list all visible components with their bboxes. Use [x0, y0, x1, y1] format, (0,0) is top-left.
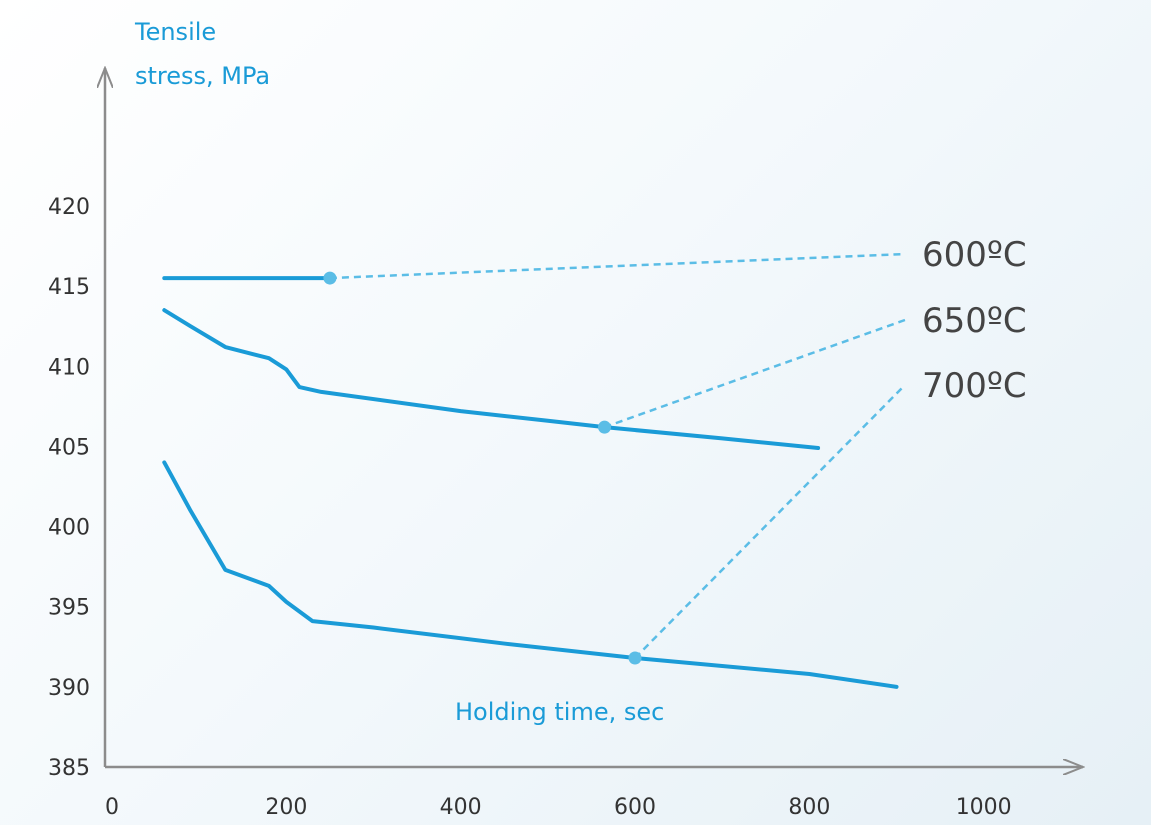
y-tick-label: 390	[48, 676, 90, 701]
series-line-2	[162, 308, 821, 451]
leader-line-3	[634, 384, 906, 659]
x-tick-label: 1000	[956, 795, 1012, 820]
x-tick-label: 400	[440, 795, 482, 820]
y-tick-label: 420	[48, 195, 90, 220]
x-axis-title: Holding time, sec	[455, 698, 664, 726]
series-lines	[162, 276, 899, 689]
x-tick-label: 0	[105, 795, 119, 820]
series-label-2: 650ºC	[922, 301, 1027, 341]
x-tick-label: 800	[788, 795, 830, 820]
y-tick-label: 405	[48, 435, 90, 460]
series-marker-3	[628, 651, 642, 665]
y-tick-label: 395	[48, 596, 90, 621]
x-tick-label: 600	[614, 795, 656, 820]
leader-lines	[329, 252, 906, 659]
y-tick-label: 385	[48, 756, 90, 781]
x-tick-label: 200	[265, 795, 307, 820]
series-label-3: 700ºC	[922, 366, 1027, 406]
series-line-3	[162, 460, 899, 689]
y-tick-label: 400	[48, 516, 90, 541]
series-marker-2	[598, 420, 612, 434]
leader-line-2	[604, 318, 906, 429]
y-tick-labels: 385 390 395 400 405 410 415 420	[48, 195, 90, 781]
series-marker-1	[323, 271, 337, 285]
y-axis-title-line2: stress, MPa	[135, 62, 270, 90]
x-tick-labels: 0 200 400 600 800 1000	[105, 795, 1012, 820]
series-label-1: 600ºC	[922, 235, 1027, 275]
y-tick-label: 415	[48, 275, 90, 300]
series-markers	[323, 271, 642, 665]
y-axis-title-line1: Tensile	[134, 18, 216, 46]
series-labels: 600ºC 650ºC 700ºC	[922, 235, 1027, 406]
leader-line-1	[329, 252, 906, 280]
y-tick-label: 410	[48, 355, 90, 380]
